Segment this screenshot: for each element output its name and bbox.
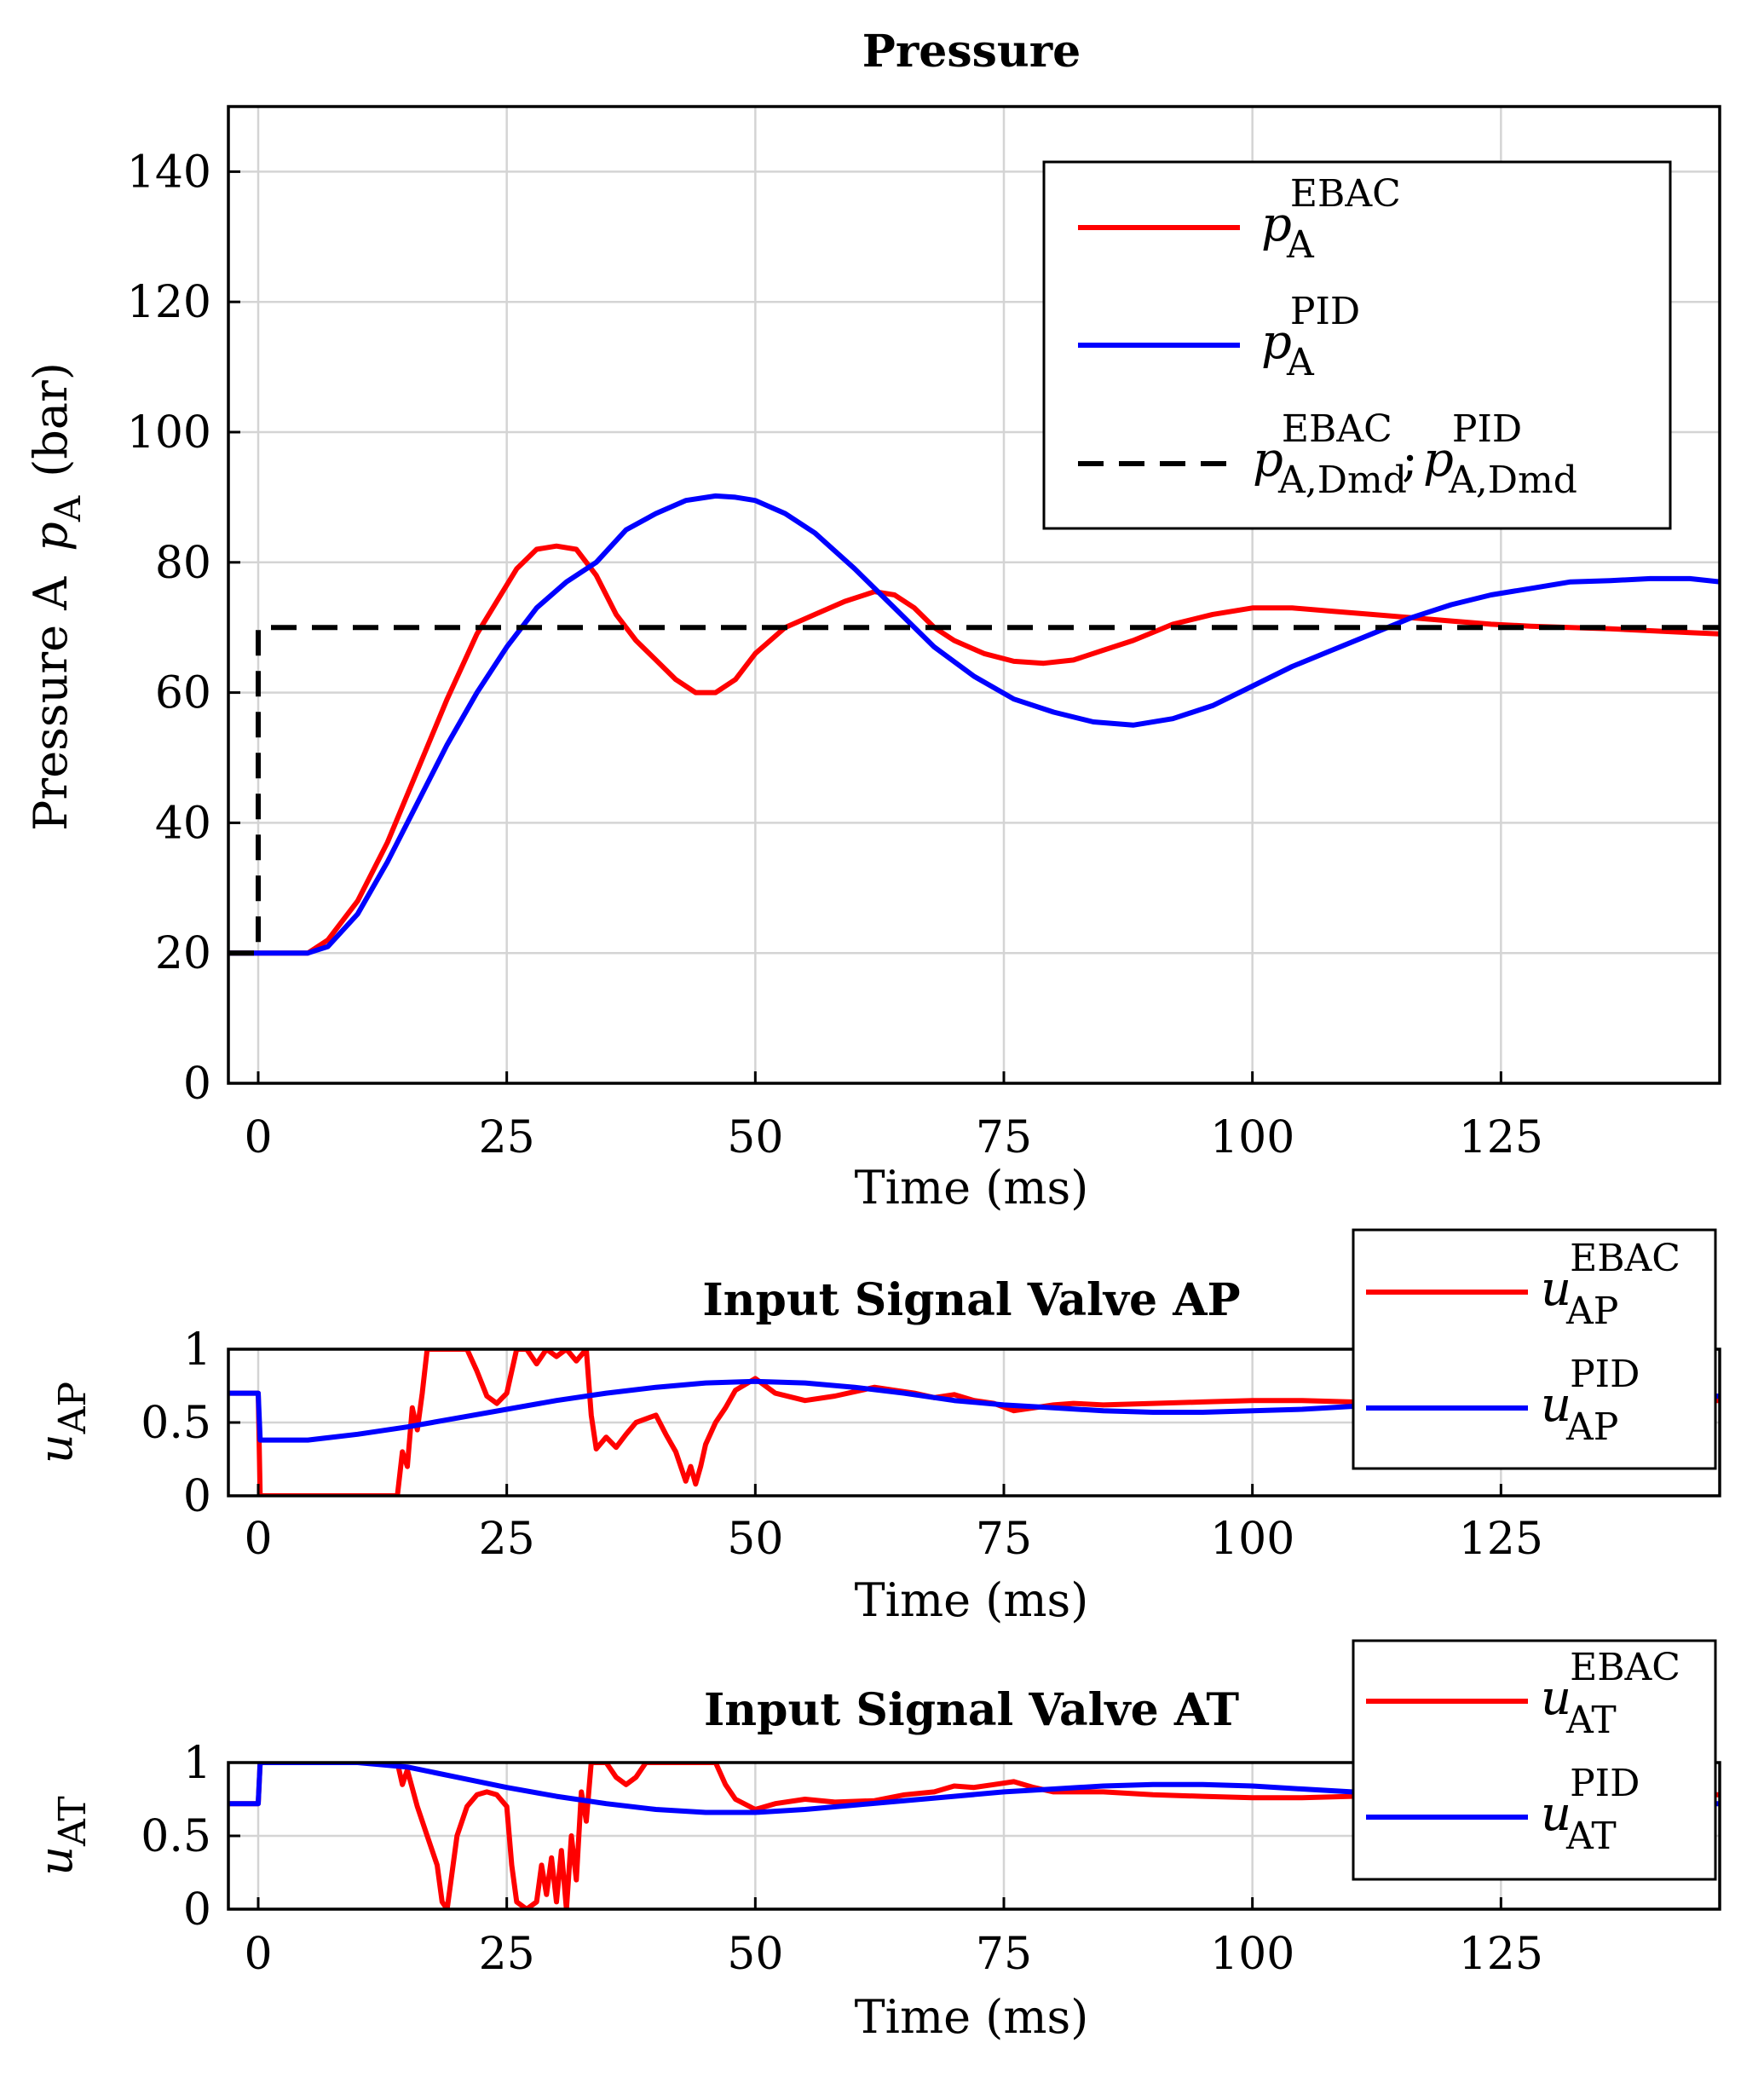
valve-ap-x-axis-label: Time (ms) bbox=[855, 1573, 1089, 1627]
valve-ap-y-axis-label: uAP bbox=[29, 1382, 95, 1463]
pressure-x-axis-label: Time (ms) bbox=[855, 1161, 1089, 1215]
valve-at-x-axis-label: Time (ms) bbox=[855, 1990, 1089, 2044]
pressure-plot-frame bbox=[227, 105, 1721, 1085]
legend-label-ebac: pEBAC bbox=[1261, 172, 1401, 252]
series-line-u-at-ebac bbox=[228, 1763, 1720, 1909]
valve-at-panel: Input Signal Valve AT 0 25 50 75 100 125 0 0.5 1… bbox=[29, 1639, 1721, 2044]
x-tick-label: 100 bbox=[1210, 1929, 1294, 1980]
y-tick-label: 1 bbox=[183, 1738, 211, 1789]
x-tick-label: 75 bbox=[976, 1514, 1032, 1565]
legend-sub-ebac: AT bbox=[1565, 1699, 1617, 1742]
x-tick-label: 75 bbox=[976, 1929, 1032, 1980]
x-tick-label: 125 bbox=[1459, 1514, 1543, 1565]
legend-label-pid: pPID bbox=[1261, 290, 1360, 370]
valve-ap-chart-title: Input Signal Valve AP bbox=[702, 1274, 1240, 1326]
y-tick-label: 1 bbox=[183, 1324, 211, 1376]
y-tick-label: 0.5 bbox=[141, 1398, 211, 1449]
x-tick-label: 100 bbox=[1210, 1514, 1294, 1565]
y-tick-label: 0 bbox=[183, 1059, 211, 1110]
x-tick-label: 25 bbox=[479, 1929, 535, 1980]
pressure-chart-title: Pressure bbox=[862, 26, 1081, 78]
legend-sub-pid: AT bbox=[1565, 1815, 1617, 1858]
legend-label-ebac: uEBAC bbox=[1541, 1646, 1680, 1726]
y-tick-label: 80 bbox=[155, 538, 211, 589]
y-tick-label: 0 bbox=[183, 1884, 211, 1936]
x-tick-label: 50 bbox=[727, 1929, 783, 1980]
legend-sub-pid: AP bbox=[1565, 1405, 1618, 1449]
series-line-p-a-pid bbox=[228, 493, 1720, 956]
legend-label-pid: uPID bbox=[1541, 1762, 1640, 1842]
valve-at-tick-labels: 0 25 50 75 100 125 0 0.5 1 bbox=[141, 1738, 1543, 1980]
legend-sub-pid: A bbox=[1286, 341, 1315, 384]
legend-label-ebac: uEBAC bbox=[1541, 1237, 1680, 1317]
x-tick-label: 25 bbox=[479, 1112, 535, 1163]
valve-at-y-axis-label: uAT bbox=[29, 1796, 95, 1876]
x-tick-label: 125 bbox=[1459, 1112, 1543, 1163]
x-tick-label: 0 bbox=[244, 1514, 272, 1565]
y-tick-label: 20 bbox=[155, 928, 211, 979]
x-tick-label: 50 bbox=[727, 1112, 783, 1163]
y-tick-label: 0 bbox=[183, 1471, 211, 1522]
valve-ap-legend: uEBAC AP uPID AP bbox=[1352, 1228, 1717, 1470]
valve-at-legend: uEBAC AT uPID AT bbox=[1352, 1639, 1717, 1881]
svg-text:uAT: uAT bbox=[29, 1796, 95, 1876]
y-label-unit: (bar) bbox=[24, 362, 78, 477]
legend-sub-demand-pid: A,Dmd bbox=[1448, 459, 1577, 502]
y-label-symbol: p bbox=[24, 522, 78, 551]
pressure-legend: pEBAC A pPID A pEBAC A,Dmd ; pPID A,Dmd bbox=[1042, 160, 1672, 530]
series-line-p-a-dmd bbox=[228, 625, 1720, 956]
y-label-text: Pressure A bbox=[24, 576, 78, 831]
x-tick-label: 0 bbox=[244, 1112, 272, 1163]
legend-label-demand-pid: pPID bbox=[1423, 407, 1522, 488]
x-tick-label: 50 bbox=[727, 1514, 783, 1565]
legend-label-demand-ebac: pEBAC bbox=[1253, 407, 1392, 488]
series-line-p-a-ebac bbox=[228, 543, 1720, 956]
legend-separator: ; bbox=[1402, 432, 1418, 488]
valve-ap-tick-labels: 0 25 50 75 100 125 0 0.5 1 bbox=[141, 1324, 1543, 1565]
y-tick-label: 0.5 bbox=[141, 1811, 211, 1862]
valve-at-legend-box bbox=[1352, 1639, 1717, 1881]
pressure-panel: Pressure 0 25 50 75 100 125 0 20 40 60 80 100 120 140… bbox=[24, 26, 1721, 1215]
y-tick-label: 140 bbox=[127, 147, 211, 198]
valve-ap-legend-box bbox=[1352, 1228, 1717, 1470]
legend-label-pid: uPID bbox=[1541, 1353, 1640, 1433]
x-tick-label: 100 bbox=[1210, 1112, 1294, 1163]
y-tick-label: 100 bbox=[127, 407, 211, 459]
x-tick-label: 125 bbox=[1459, 1929, 1543, 1980]
x-tick-label: 0 bbox=[244, 1929, 272, 1980]
legend-sub-ebac: AP bbox=[1565, 1290, 1618, 1333]
series-line-u-ap-ebac bbox=[228, 1349, 1720, 1496]
valve-ap-panel: Input Signal Valve AP 0 25 50 75 100 125 0 0.5 1… bbox=[29, 1228, 1721, 1627]
pressure-tick-labels: 0 25 50 75 100 125 0 20 40 60 80 100 120 140 bbox=[127, 147, 1543, 1163]
legend-sub-ebac: A bbox=[1286, 223, 1315, 267]
y-label-subscript: A bbox=[47, 495, 89, 522]
y-tick-label: 40 bbox=[155, 798, 211, 849]
legend-sub-demand-ebac: A,Dmd bbox=[1277, 459, 1407, 502]
y-tick-label: 60 bbox=[155, 668, 211, 719]
pressure-series-group bbox=[228, 493, 1720, 956]
svg-text:uAP: uAP bbox=[29, 1382, 95, 1463]
x-tick-label: 75 bbox=[976, 1112, 1032, 1163]
valve-at-chart-title: Input Signal Valve AT bbox=[704, 1684, 1239, 1736]
y-tick-label: 120 bbox=[127, 277, 211, 328]
pressure-y-axis-label: Pressure A pA (bar) bbox=[24, 362, 89, 831]
svg-text:Pressure ApA(bar): Pressure A pA (bar) bbox=[24, 362, 89, 831]
x-tick-label: 25 bbox=[479, 1514, 535, 1565]
